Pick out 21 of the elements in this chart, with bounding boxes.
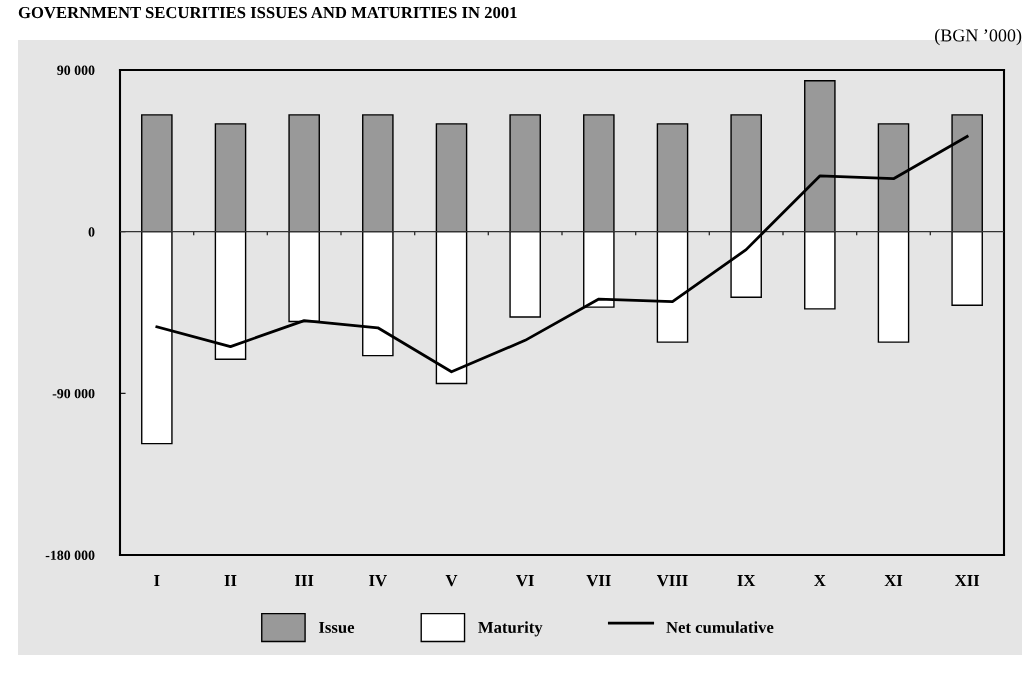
x-tick-label: VIII bbox=[656, 575, 688, 587]
x-tick-label: X bbox=[814, 575, 826, 587]
x-tick-label: V bbox=[445, 575, 458, 587]
x-tick-label: XII bbox=[954, 575, 980, 587]
x-tick-label: II bbox=[224, 575, 237, 587]
x-tick-label: IV bbox=[369, 575, 387, 587]
x-tick-label: III bbox=[295, 575, 314, 587]
x-tick-label: XI bbox=[884, 575, 903, 587]
chart-title: GOVERNMENT SECURITIES ISSUES AND MATURITIES IN 2001 bbox=[18, 6, 517, 19]
y-tick-label: -180 000 bbox=[45, 550, 95, 560]
legend-label: Issue bbox=[318, 621, 355, 634]
chart-subtitle: (BGN ’000) bbox=[935, 28, 1022, 46]
y-tick-label: -90 000 bbox=[52, 388, 95, 399]
y-tick-label: 90 000 bbox=[57, 65, 95, 75]
legend-label: Net cumulative bbox=[666, 621, 774, 634]
x-tick-label: VI bbox=[516, 575, 534, 587]
legend-label: Maturity bbox=[478, 621, 543, 637]
x-tick-label: IX bbox=[737, 575, 756, 587]
x-tick-label: I bbox=[154, 575, 160, 587]
y-tick-label: 0 bbox=[88, 227, 95, 237]
x-tick-label: VII bbox=[586, 575, 611, 587]
